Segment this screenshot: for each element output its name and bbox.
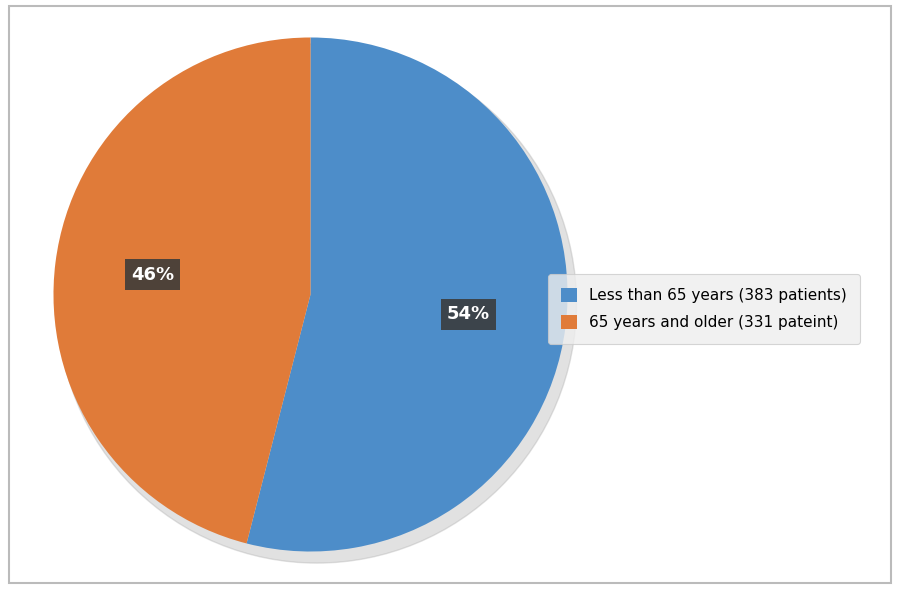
Circle shape <box>58 44 577 563</box>
Text: 54%: 54% <box>447 306 491 323</box>
Wedge shape <box>247 38 568 551</box>
Text: 46%: 46% <box>130 266 174 283</box>
Legend: Less than 65 years (383 patients), 65 years and older (331 pateint): Less than 65 years (383 patients), 65 ye… <box>547 274 860 344</box>
Wedge shape <box>53 38 310 544</box>
